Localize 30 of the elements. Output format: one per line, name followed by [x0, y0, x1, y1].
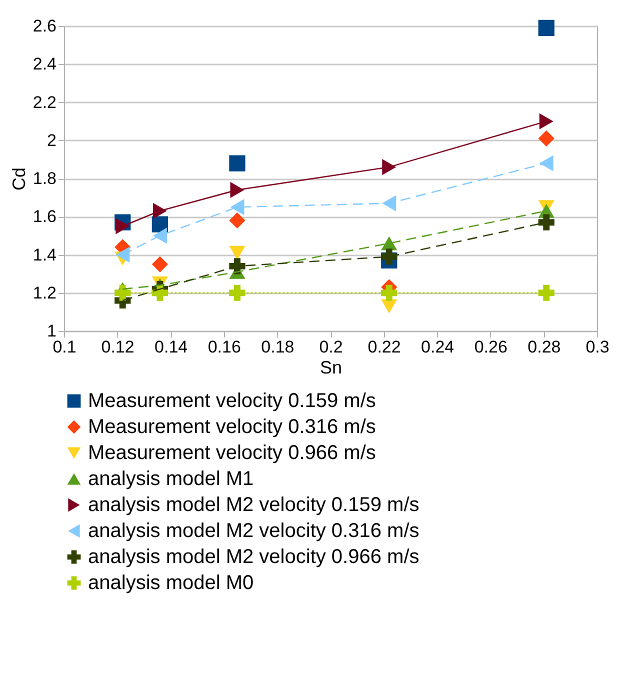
- legend-label: analysis model M1: [88, 468, 254, 490]
- legend-label: analysis model M0: [88, 572, 254, 594]
- y-tick-label: 1.2: [32, 283, 56, 302]
- x-tick-label: 0.2: [319, 338, 343, 356]
- legend-label: Measurement velocity 0.159 m/s: [88, 390, 376, 412]
- x-tick-label: 0.3: [586, 338, 610, 356]
- y-tick-label: 2.6: [32, 16, 56, 36]
- y-tick-label: 1.6: [32, 207, 56, 226]
- x-tick-label: 0.16: [208, 338, 241, 356]
- y-tick-label: 1: [47, 322, 56, 340]
- y-tick-label: 1.8: [32, 169, 56, 188]
- x-tick-label: 0.14: [154, 338, 188, 356]
- x-tick-label: 0.22: [368, 338, 401, 356]
- legend-label: Measurement velocity 0.316 m/s: [88, 416, 376, 438]
- legend-label: analysis model M2 velocity 0.966 m/s: [88, 546, 420, 568]
- x-axis-title: Sn: [320, 358, 342, 378]
- y-tick-label: 1.4: [32, 245, 56, 264]
- y-tick-label: 2: [47, 130, 56, 150]
- y-axis-title: Cd: [8, 167, 29, 191]
- x-tick-label: 0.24: [421, 338, 454, 356]
- x-tick-label: 0.1: [52, 338, 76, 356]
- x-tick-label: 0.12: [101, 338, 134, 356]
- x-tick-label: 0.28: [528, 338, 561, 356]
- y-tick-label: 2.4: [32, 54, 56, 74]
- legend-label: analysis model M2 velocity 0.159 m/s: [88, 494, 420, 516]
- legend-label: analysis model M2 velocity 0.316 m/s: [88, 520, 420, 542]
- legend-label: Measurement velocity 0.966 m/s: [88, 442, 376, 464]
- y-tick-label: 2.2: [32, 92, 56, 112]
- x-tick-label: 0.18: [261, 338, 294, 356]
- x-tick-label: 0.26: [474, 338, 508, 356]
